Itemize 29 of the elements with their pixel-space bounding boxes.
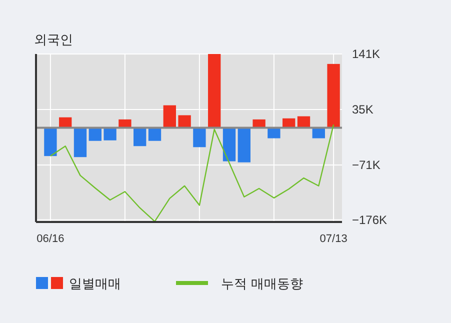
x-tick-label: 06/16 (36, 232, 64, 245)
bar (88, 128, 102, 141)
bar (208, 54, 221, 128)
line-series (50, 124, 334, 222)
bar (252, 119, 266, 128)
y-tick-label: −176K (352, 212, 388, 227)
chart-title: 외국인 (34, 33, 73, 48)
bar (312, 128, 325, 138)
bar (134, 128, 146, 146)
bar (74, 128, 87, 158)
bar (59, 117, 72, 128)
y-tick-label: −71K (352, 158, 380, 172)
bar (104, 128, 116, 140)
bar (222, 128, 236, 162)
bar (297, 116, 310, 128)
bar (327, 64, 340, 128)
bar (178, 115, 191, 128)
legend-label: 누적 매매동향 (221, 277, 304, 292)
y-tick-label: 141K (352, 46, 380, 61)
x-tick-label: 07/13 (320, 232, 348, 245)
bar (268, 128, 280, 138)
bar (118, 119, 132, 128)
bar (148, 128, 162, 141)
bar (44, 128, 57, 156)
bar (193, 128, 206, 148)
y-tick-label: 35K (352, 102, 374, 116)
bar (238, 128, 250, 162)
bar (163, 105, 176, 128)
legend-label: 일별매매 (69, 277, 121, 292)
